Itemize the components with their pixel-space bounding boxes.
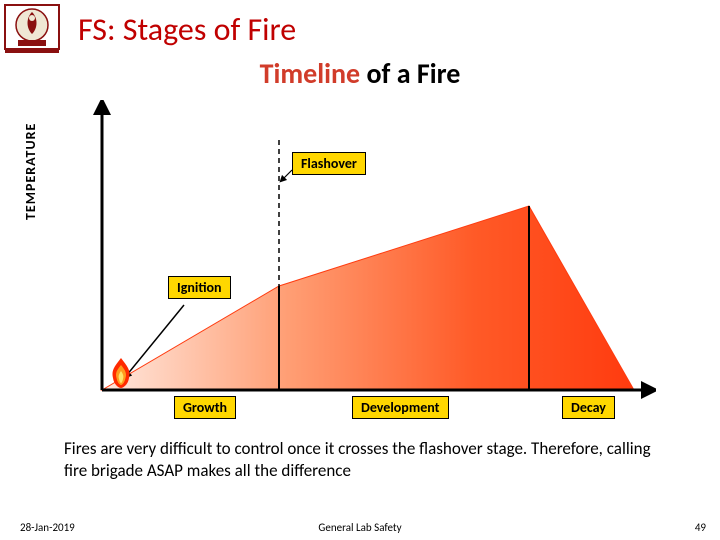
main-title: Timeline of a Fire — [0, 56, 720, 91]
y-axis-label: TEMPERATURE — [22, 123, 39, 220]
footer-center: General Lab Safety — [0, 521, 720, 534]
fire-timeline-chart: Flashover Ignition Growth Development De… — [64, 100, 656, 420]
logo-svg — [4, 4, 60, 54]
main-title-accent: Timeline — [260, 56, 361, 91]
flame-icon — [104, 356, 138, 395]
ignition-label: Ignition — [168, 276, 231, 299]
slide-root: FS: Stages of Fire Timeline of a Fire TE… — [0, 0, 720, 540]
slide-title: FS: Stages of Fire — [78, 10, 296, 49]
institute-logo — [4, 4, 60, 54]
flashover-label: Flashover — [292, 152, 366, 175]
flashover-arrow — [282, 170, 292, 180]
development-label: Development — [352, 396, 449, 419]
caption-text: Fires are very difficult to control once… — [64, 438, 664, 482]
main-title-rest: of a Fire — [360, 56, 460, 91]
decay-label: Decay — [562, 396, 615, 419]
growth-label: Growth — [174, 396, 236, 419]
chart-svg — [64, 100, 656, 420]
footer-pagenum: 49 — [695, 521, 706, 534]
